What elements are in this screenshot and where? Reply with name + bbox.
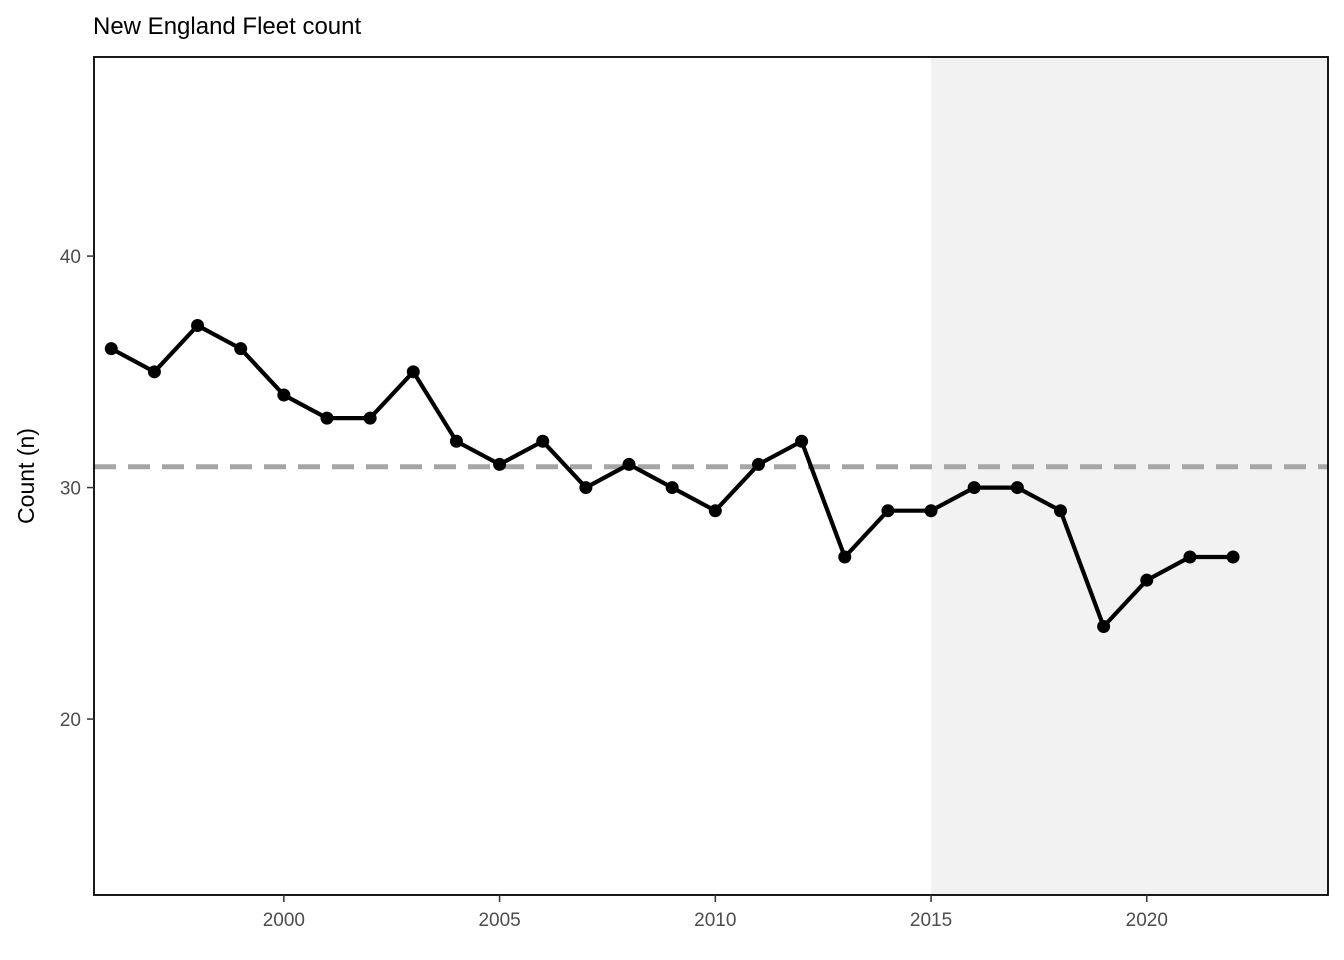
data-point-2010 (708, 504, 722, 518)
data-point-2018 (1053, 504, 1067, 518)
data-point-2004 (449, 434, 463, 448)
data-point-1996 (104, 342, 118, 356)
data-point-2009 (665, 481, 679, 495)
data-point-2017 (1010, 481, 1024, 495)
data-point-2001 (320, 411, 334, 425)
data-point-2002 (363, 411, 377, 425)
data-point-1999 (234, 342, 248, 356)
data-point-2000 (277, 388, 291, 402)
y-tick-label-30: 30 (60, 479, 81, 500)
y-axis-title: Count (n) (13, 428, 39, 524)
data-point-2015 (924, 504, 938, 518)
data-point-2011 (751, 457, 765, 471)
x-tick-label-2015: 2015 (910, 910, 952, 931)
data-point-2019 (1097, 619, 1111, 633)
data-point-2016 (967, 481, 981, 495)
shaded-region (931, 57, 1328, 895)
data-point-2005 (493, 457, 507, 471)
y-axis: 20 30 40 (60, 247, 94, 731)
data-point-2006 (536, 434, 550, 448)
data-point-2022 (1226, 550, 1240, 564)
series-layer (104, 319, 1240, 633)
data-point-2008 (622, 457, 636, 471)
x-tick-label-2000: 2000 (263, 910, 305, 931)
y-tick-label-20: 20 (60, 710, 81, 731)
x-axis: 2000 2005 2010 2015 2020 (263, 895, 1168, 931)
data-point-2020 (1140, 573, 1154, 587)
x-tick-label-2010: 2010 (694, 910, 736, 931)
data-point-2012 (795, 434, 809, 448)
x-tick-label-2005: 2005 (478, 910, 520, 931)
chart-title: New England Fleet count (93, 13, 361, 40)
data-point-2013 (838, 550, 852, 564)
plot-border (93, 56, 1329, 896)
data-point-2007 (579, 481, 593, 495)
data-point-1997 (147, 365, 161, 379)
data-point-2021 (1183, 550, 1197, 564)
y-tick-label-40: 40 (60, 247, 81, 268)
x-tick-label-2020: 2020 (1126, 910, 1168, 931)
data-point-1998 (191, 319, 205, 333)
data-point-2003 (406, 365, 420, 379)
data-point-2014 (881, 504, 895, 518)
